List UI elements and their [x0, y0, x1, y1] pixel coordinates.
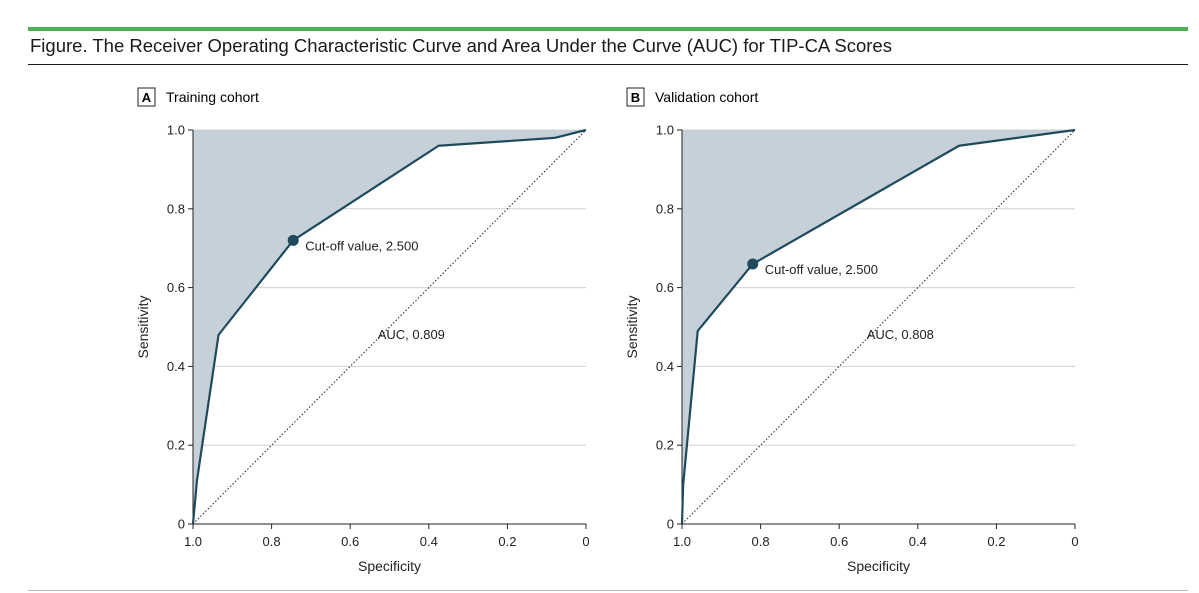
panel-a-letter: A [142, 90, 152, 105]
panel-b-x-tick-label-1: 0.8 [752, 534, 770, 549]
panel-a-auc-label: AUC, 0.809 [378, 327, 445, 342]
panel-a-cutoff-label: Cut-off value, 2.500 [305, 238, 418, 253]
panel-b-y-tick-label-5: 1.0 [656, 123, 674, 138]
panel-b-cutoff-point [747, 258, 759, 270]
panel-b-y-tick-label-2: 0.4 [656, 359, 674, 374]
panel-a-y-tick-label-5: 1.0 [167, 123, 185, 138]
panel-b-x-tick-label-0: 1.0 [673, 534, 691, 549]
bottom-divider [28, 590, 1188, 591]
panel-a-x-tick-label-1: 0.8 [263, 534, 281, 549]
panel-b-letter-box [626, 87, 645, 107]
panel-a-letter-box [137, 87, 156, 107]
panel-a-y-tick-label-1: 0.2 [167, 438, 185, 453]
top-accent-rule [28, 27, 1188, 31]
panel-b-x-tick-label-3: 0.4 [909, 534, 927, 549]
panel-a-y-tick-label-2: 0.4 [167, 359, 185, 374]
panel-a-auc-shaded-area [193, 130, 586, 524]
panel-a-y-tick-label-4: 0.8 [167, 201, 185, 216]
panel-b-auc-shaded-area [682, 130, 1075, 524]
panel-b-title: Validation cohort [655, 89, 758, 105]
panel-a-x-tick-label-2: 0.6 [341, 534, 359, 549]
panel-b-y-tick-label-0: 0 [667, 517, 674, 532]
panel-b-y-tick-label-1: 0.2 [656, 438, 674, 453]
panel-a-x-tick-label-4: 0.2 [498, 534, 516, 549]
panel-a-title: Training cohort [166, 89, 259, 105]
panel-a-y-tick-label-0: 0 [178, 517, 185, 532]
panel-a-y-tick-label-3: 0.6 [167, 280, 185, 295]
panel-a-x-axis-label: Specificity [358, 558, 421, 574]
panel-b-letter: B [631, 90, 640, 105]
panel-a-x-tick-label-3: 0.4 [420, 534, 438, 549]
panel-b-y-tick-label-3: 0.6 [656, 280, 674, 295]
panel-b-roc-curve [680, 128, 1076, 525]
panel-b-y-axis-label: Sensitivity [624, 295, 640, 358]
panel-b-y-tick-label-4: 0.8 [656, 201, 674, 216]
panel-a-x-tick-label-5: 0 [582, 534, 589, 549]
panel-b-x-tick-label-5: 0 [1071, 534, 1078, 549]
title-divider [28, 64, 1188, 65]
panel-b-cutoff-label: Cut-off value, 2.500 [765, 262, 878, 277]
panel-a-cutoff-point [287, 234, 299, 246]
panel-a-x-tick-label-0: 1.0 [184, 534, 202, 549]
panel-b-x-tick-label-2: 0.6 [830, 534, 848, 549]
panel-b-x-tick-label-4: 0.2 [987, 534, 1005, 549]
figure-title: Figure. The Receiver Operating Character… [30, 35, 892, 56]
panel-b-x-axis-label: Specificity [847, 558, 910, 574]
panel-b-auc-label: AUC, 0.808 [867, 327, 934, 342]
panel-a-y-axis-label: Sensitivity [135, 295, 151, 358]
